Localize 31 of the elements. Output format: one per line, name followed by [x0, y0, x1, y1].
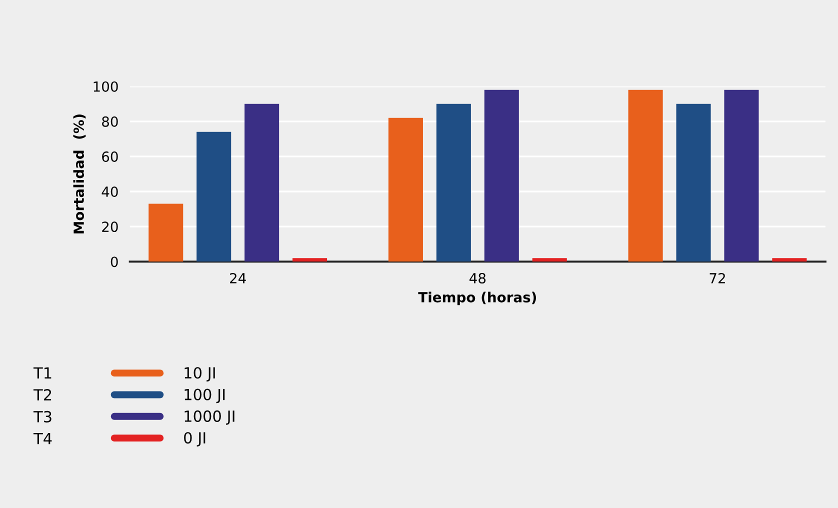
x-tick-label: 24 [230, 272, 246, 284]
bar [628, 90, 663, 262]
x-axis-title: Tiempo (horas) [418, 292, 536, 306]
text: T4 [33, 433, 52, 444]
bar [484, 90, 519, 262]
bar [196, 132, 232, 262]
legend-label: 10 JI [184, 367, 215, 382]
y-axis-title: Mortalidad (%) [73, 114, 86, 234]
bar [436, 104, 471, 262]
bar [724, 90, 759, 262]
legend-label: 1000 JI [184, 410, 234, 425]
y-tick-label: 100 [94, 81, 118, 92]
bar [532, 258, 567, 262]
y-tick-label: 60 [102, 151, 118, 162]
bar [292, 258, 328, 262]
y-tick-label: 40 [102, 186, 118, 197]
legend-label: 0 JI [184, 432, 206, 446]
y-tick-label: 0 [110, 256, 118, 268]
bar [676, 104, 711, 262]
x-tick-label: 72 [710, 272, 725, 284]
text: T1 [33, 367, 52, 379]
y-tick-label: 80 [102, 116, 118, 127]
legend-label: 100 JI [184, 388, 225, 404]
bar [772, 258, 807, 262]
bar [148, 204, 184, 262]
bar [388, 118, 423, 262]
y-tick-label: 20 [102, 222, 118, 232]
text: T2 [33, 389, 52, 400]
bar [244, 104, 280, 262]
x-tick-label: 48 [470, 272, 486, 284]
text: T3 [33, 410, 52, 422]
